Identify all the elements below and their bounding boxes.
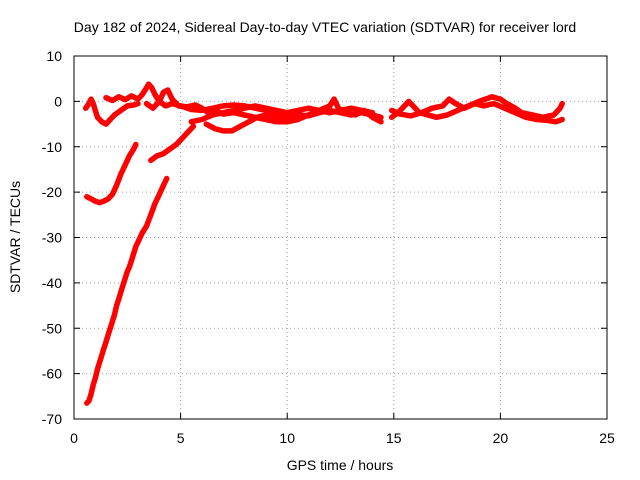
y-tick-label: -30 — [42, 230, 62, 246]
series-trace-7 — [388, 96, 565, 125]
y-tick-label: 0 — [54, 93, 62, 109]
data-series — [82, 81, 565, 406]
y-tick-label: 10 — [46, 48, 62, 64]
x-tick-label: 15 — [386, 430, 402, 446]
series-trace-1 — [82, 96, 141, 127]
chart-title: Day 182 of 2024, Sidereal Day-to-day VTE… — [74, 19, 576, 35]
series-trace-9 — [148, 123, 197, 164]
y-tick-label: -50 — [42, 320, 62, 336]
y-axis-ticks: -70 -60 -50 -40 -30 -20 -10 0 10 — [42, 48, 607, 427]
x-axis-label: GPS time / hours — [287, 457, 394, 473]
series-trace-10 — [84, 175, 170, 406]
y-tick-label: -70 — [42, 411, 62, 427]
series-trace-5 — [188, 103, 376, 125]
x-tick-label: 5 — [177, 430, 185, 446]
y-tick-label: -40 — [42, 275, 62, 291]
x-tick-label: 0 — [70, 430, 78, 446]
y-tick-label: -60 — [42, 366, 62, 382]
series-trace-8 — [84, 141, 139, 206]
x-axis-ticks: 0 5 10 15 20 25 — [70, 56, 615, 446]
x-tick-label: 20 — [493, 430, 509, 446]
series-trace-4 — [203, 107, 333, 134]
x-tick-label: 25 — [599, 430, 615, 446]
y-axis-label: SDTVAR / TECUs — [7, 181, 23, 293]
y-tick-label: -10 — [42, 139, 62, 155]
series-trace-6 — [388, 94, 565, 121]
y-tick-label: -20 — [42, 184, 62, 200]
x-tick-label: 10 — [279, 430, 295, 446]
